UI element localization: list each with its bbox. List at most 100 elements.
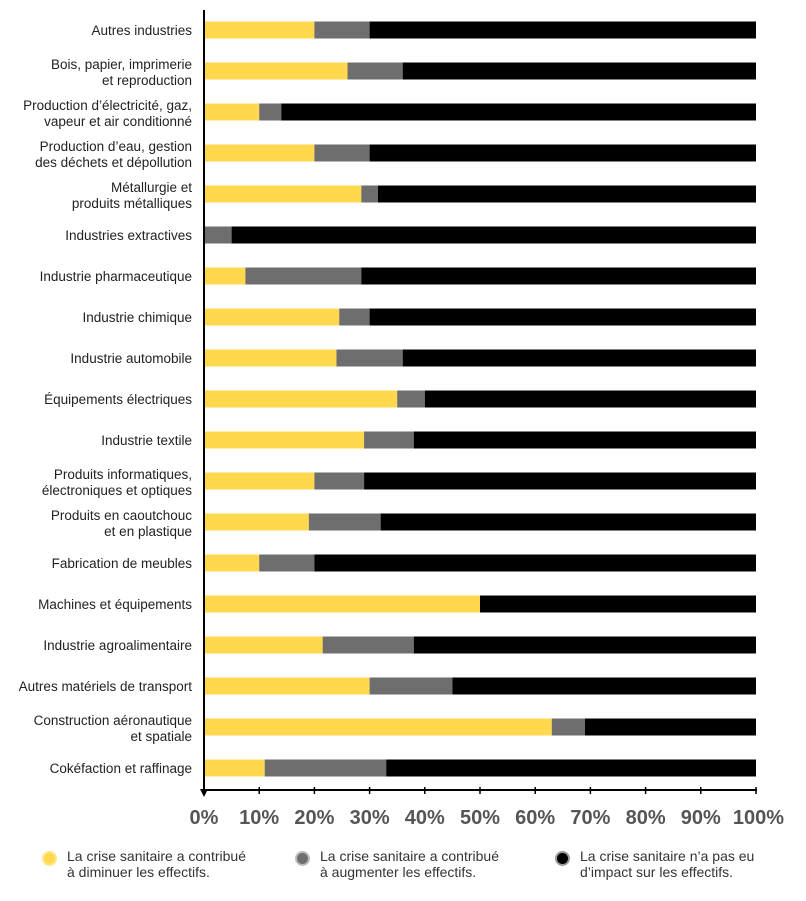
legend-label-increase: La crise sanitaire a contribué à augment…	[320, 848, 499, 880]
bar-segment-increase	[245, 267, 362, 285]
bar-segment-decrease	[204, 267, 246, 285]
bar-segment-increase	[308, 513, 381, 531]
bar-segment-no-impact	[281, 103, 756, 121]
bar-segment-decrease	[204, 718, 552, 736]
bar-segment-decrease	[204, 21, 315, 39]
bar-segment-no-impact	[452, 677, 756, 695]
category-label: Machines et équipements	[38, 597, 192, 612]
bar-segment-no-impact	[402, 62, 756, 80]
category-label-line: et en plastique	[104, 524, 192, 539]
stacked-bar-chart: Autres industries Bois, papier, imprimeri…	[19, 10, 784, 829]
category-label-line: Construction aéronautique	[34, 713, 192, 728]
bar-segment-no-impact	[364, 472, 756, 490]
bar-segment-decrease	[204, 513, 309, 531]
bar-segment-no-impact	[402, 349, 756, 367]
category-label: Industrie textile	[101, 433, 192, 448]
bar-segment-increase	[347, 62, 403, 80]
bar-segment-increase	[314, 472, 365, 490]
legend: La crise sanitaire a contribué à diminue…	[0, 848, 806, 898]
category-label: Équipements électriques	[44, 392, 192, 407]
x-tick-label: 50%	[460, 807, 500, 829]
bar-segment-no-impact	[413, 431, 756, 449]
bar-segment-increase	[314, 21, 370, 39]
bar-segment-no-impact	[480, 595, 756, 613]
category-label-line: Métallurgie et	[111, 180, 192, 195]
x-tick-label: 40%	[405, 807, 445, 829]
category-label: Industrie agroalimentaire	[43, 638, 192, 653]
bar-segment-no-impact	[377, 185, 756, 203]
legend-item-decrease: La crise sanitaire a contribué à diminue…	[42, 848, 246, 880]
category-label: Production d’électricité, gaz, vapeur et …	[23, 98, 192, 129]
bar-segment-decrease	[204, 349, 337, 367]
x-tick-label: 80%	[626, 807, 666, 829]
bar-segment-decrease	[204, 759, 265, 777]
x-tick-label: 70%	[570, 807, 610, 829]
bar-segment-increase	[322, 636, 414, 654]
category-label: Construction aéronautique et spatiale	[34, 713, 192, 744]
bar-segment-decrease	[204, 185, 362, 203]
x-tick-label: 100%	[733, 807, 784, 829]
legend-swatch-decrease	[42, 851, 57, 866]
bar-segment-no-impact	[424, 390, 756, 408]
category-label-line: vapeur et air conditionné	[44, 114, 192, 129]
bar-segment-decrease	[204, 472, 315, 490]
category-label-line: Production d’eau, gestion	[40, 139, 192, 154]
legend-swatch-increase	[295, 851, 310, 866]
category-label: Industrie pharmaceutique	[40, 269, 192, 284]
bar-segment-increase	[259, 554, 315, 572]
bar-segment-no-impact	[380, 513, 756, 531]
bar-segment-decrease	[204, 103, 260, 121]
y-axis-arrow	[200, 789, 208, 797]
category-label-line: et reproduction	[102, 73, 192, 88]
category-label: Autres matériels de transport	[19, 679, 193, 694]
category-label: Bois, papier, imprimerie et reproduction	[51, 57, 192, 88]
bar-segment-increase	[259, 103, 282, 121]
legend-swatch-no-impact	[555, 851, 570, 866]
category-label: Industries extractives	[65, 228, 192, 243]
bar-segment-decrease	[204, 62, 348, 80]
bar-segment-increase	[551, 718, 585, 736]
bar-segment-increase	[339, 308, 370, 326]
category-label-line: Produits en caoutchouc	[51, 508, 192, 523]
category-label: Cokéfaction et raffinage	[50, 761, 192, 776]
bar-segment-no-impact	[584, 718, 756, 736]
category-label-line: produits métalliques	[72, 196, 192, 211]
bar-segment-decrease	[204, 390, 398, 408]
category-label: Fabrication de meubles	[52, 556, 193, 571]
category-label: Industrie automobile	[70, 351, 192, 366]
bar-segment-no-impact	[413, 636, 756, 654]
category-label: Autres industries	[91, 23, 192, 38]
legend-label-no-impact: La crise sanitaire n’a pas eu d’impact s…	[580, 848, 755, 880]
x-tick-label: 60%	[515, 807, 555, 829]
category-label: Produits informatiques, électroniques et …	[42, 467, 192, 498]
x-tick-label: 30%	[350, 807, 390, 829]
category-label-line: Production d’électricité, gaz,	[23, 98, 192, 113]
bar-segment-decrease	[204, 144, 315, 162]
legend-label-decrease: La crise sanitaire a contribué à diminue…	[67, 848, 246, 880]
bar-segment-decrease	[204, 636, 323, 654]
x-tick-label: 0%	[190, 807, 219, 829]
category-label-line: des déchets et dépollution	[35, 155, 192, 170]
bar-segment-increase	[364, 431, 414, 449]
bar-segment-no-impact	[386, 759, 756, 777]
x-tick-label: 90%	[681, 807, 721, 829]
bar-segment-decrease	[204, 431, 365, 449]
bar-segment-no-impact	[361, 267, 756, 285]
bar-segment-increase	[264, 759, 387, 777]
category-label: Métallurgie et produits métalliques	[72, 180, 192, 211]
category-label: Production d’eau, gestion des déchets et …	[35, 139, 192, 170]
bar-segment-decrease	[204, 554, 260, 572]
legend-item-no-impact: La crise sanitaire n’a pas eu d’impact s…	[555, 848, 754, 880]
category-label: Produits en caoutchouc et en plastique	[51, 508, 192, 539]
bar-segment-no-impact	[369, 21, 756, 39]
x-tick-label: 10%	[239, 807, 279, 829]
bar-segment-decrease	[204, 677, 370, 695]
bar-segment-no-impact	[314, 554, 756, 572]
category-label-line: et spatiale	[130, 729, 192, 744]
bar-segment-increase	[314, 144, 370, 162]
bar-segment-no-impact	[369, 144, 756, 162]
x-tick-label: 20%	[294, 807, 334, 829]
bar-segment-decrease	[204, 308, 340, 326]
bar-segment-increase	[336, 349, 403, 367]
